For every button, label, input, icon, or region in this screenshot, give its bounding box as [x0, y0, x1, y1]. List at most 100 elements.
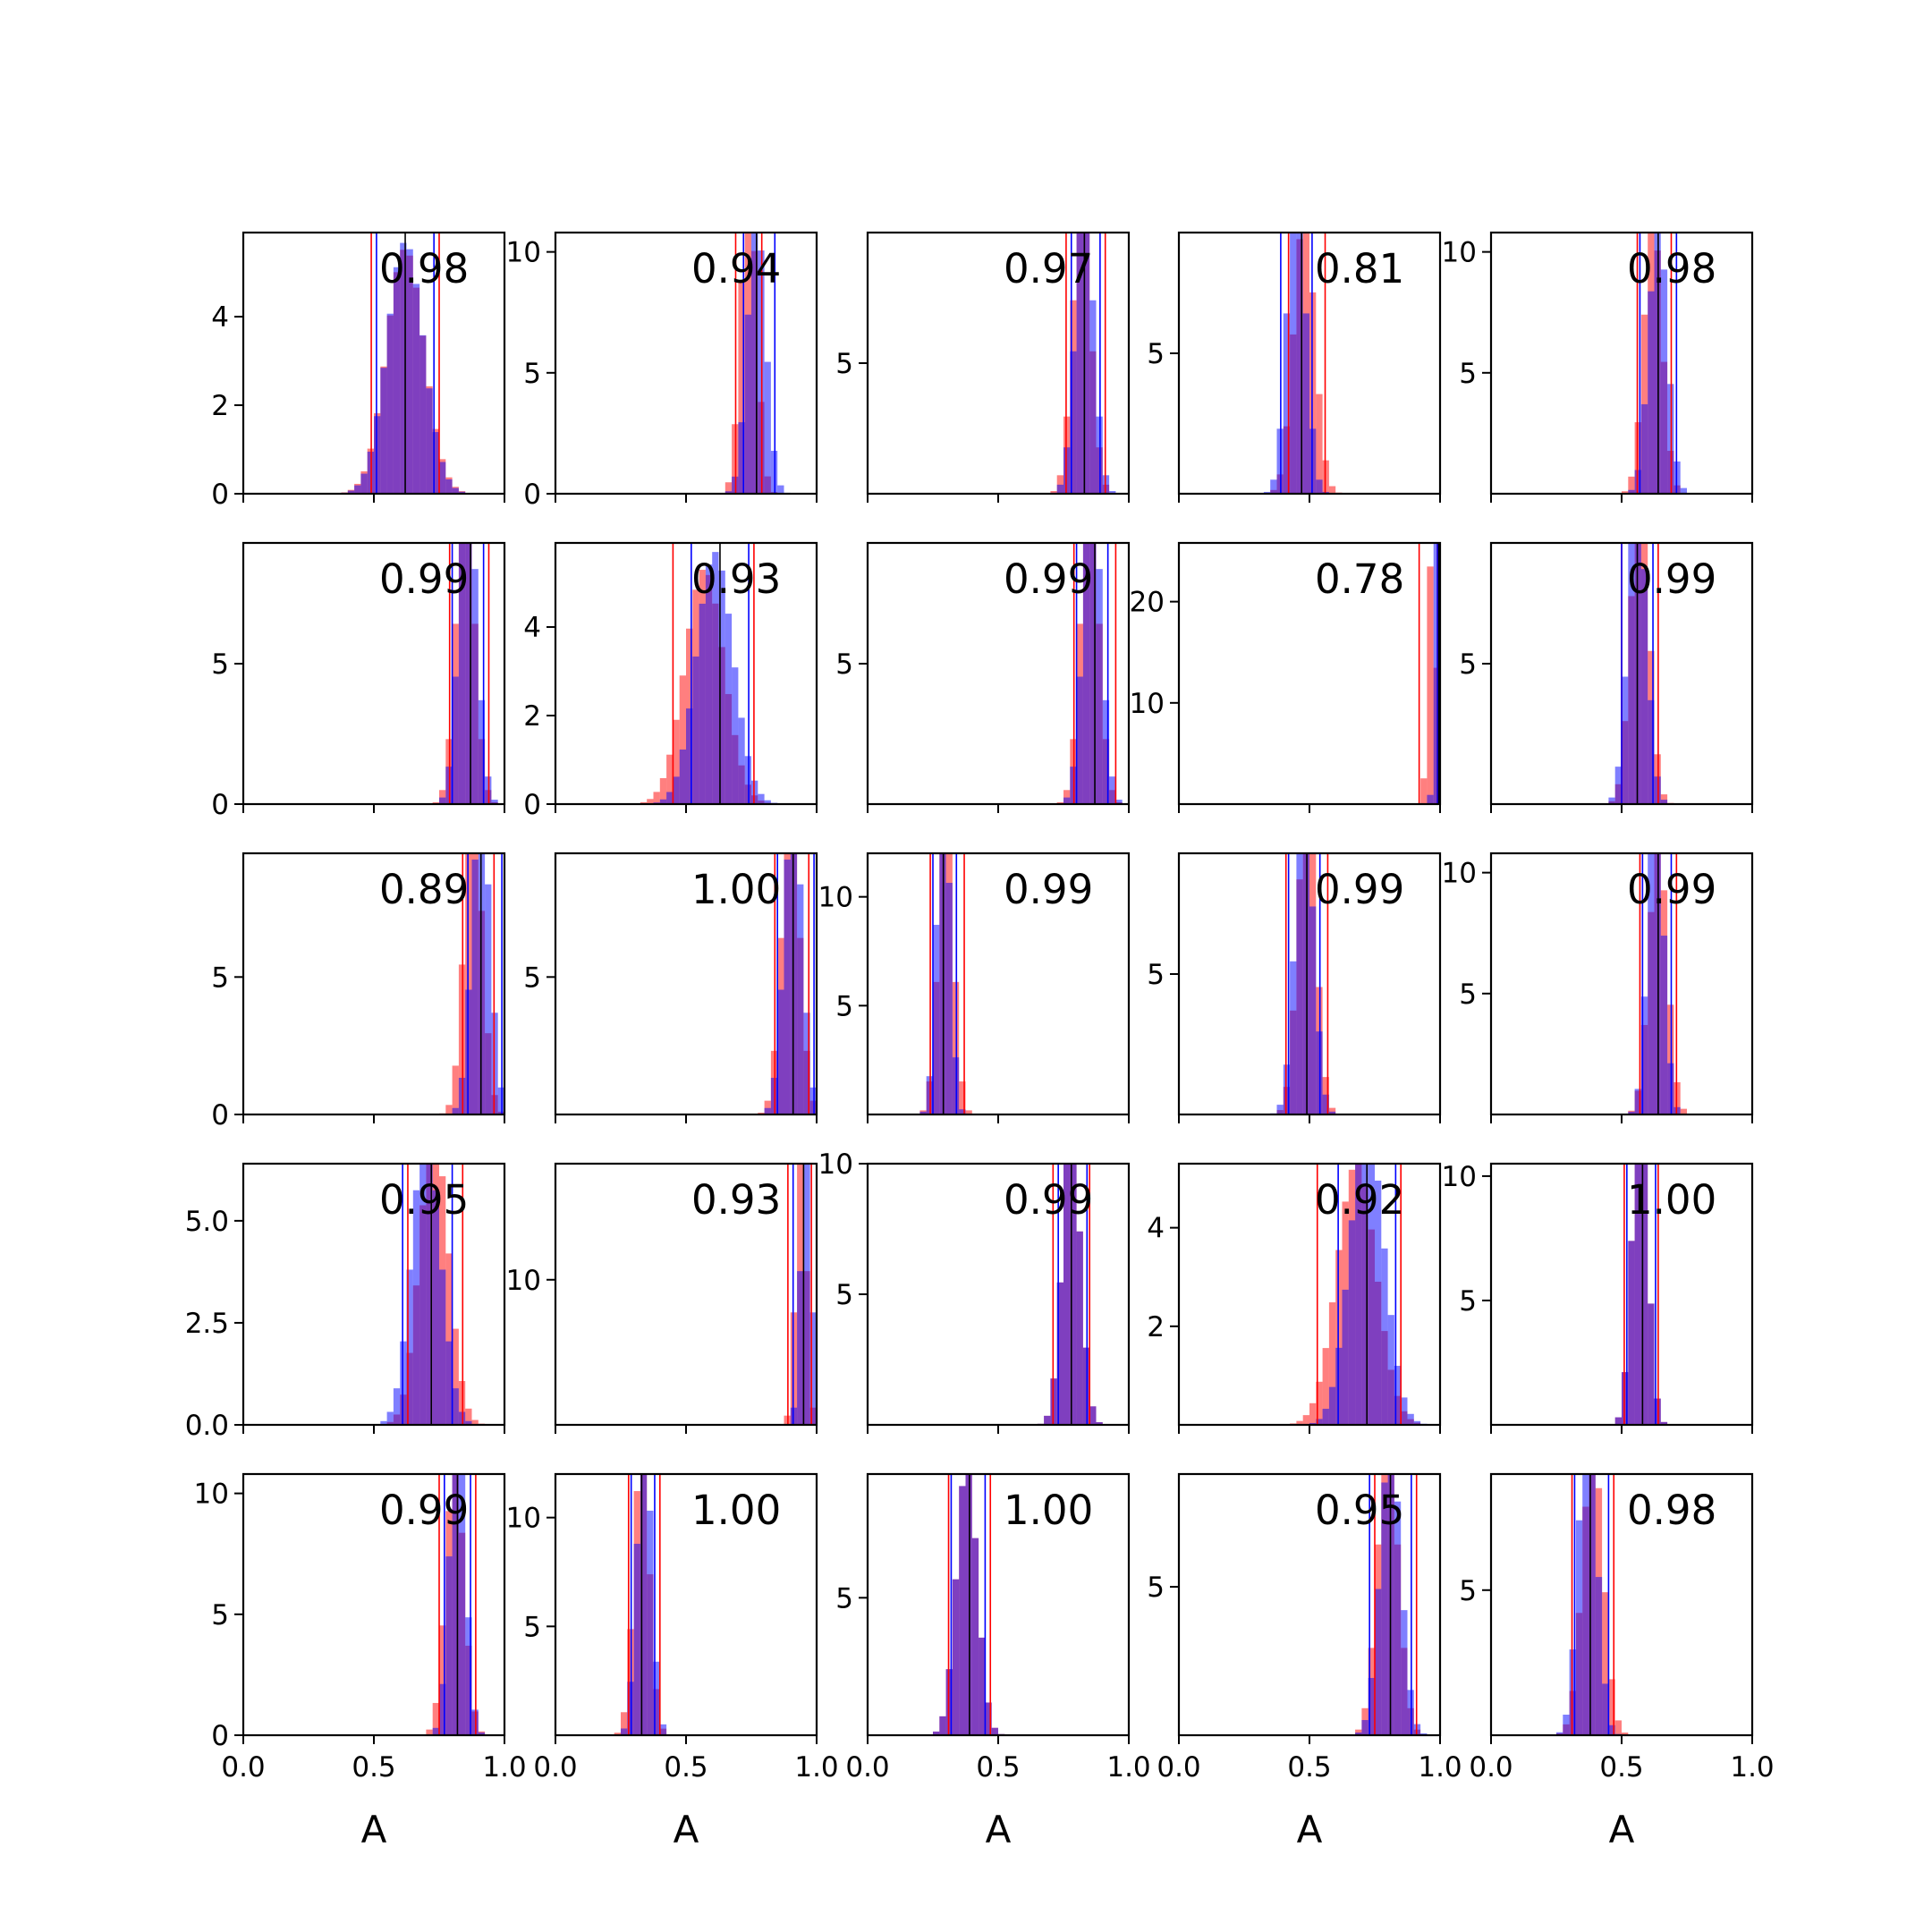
y-tick-label: 4: [211, 301, 229, 334]
blue-hist-bar: [933, 924, 940, 1114]
blue-hist-bar: [432, 1727, 439, 1735]
blue-hist-bar: [991, 1727, 998, 1735]
y-tick-label: 10: [1130, 688, 1165, 720]
red-hist-bar: [647, 799, 654, 804]
x-axis-label: A: [986, 1808, 1012, 1852]
red-hist-bar: [1680, 1108, 1687, 1114]
blue-hist-bar: [686, 708, 693, 804]
red-hist-bar: [1427, 566, 1434, 804]
x-tick-label: 0.0: [533, 1751, 577, 1784]
blue-hist-bar: [979, 1637, 986, 1735]
blue-hist-bar: [1375, 1589, 1382, 1735]
blue-hist-bar: [1375, 1180, 1382, 1425]
y-tick-label: 10: [1442, 1161, 1477, 1193]
blue-hist-bar: [1401, 1610, 1408, 1735]
blue-hist-bar: [465, 1617, 472, 1735]
y-tick-label: 5: [1459, 979, 1477, 1011]
plot-area: [933, 1474, 1005, 1735]
blue-hist-bar: [1082, 233, 1090, 494]
red-hist-bar: [1316, 1381, 1323, 1425]
blue-hist-bar: [1109, 491, 1116, 494]
plot-area: [439, 853, 504, 1114]
blue-hist-bar: [653, 1661, 660, 1735]
blue-hist-bar: [412, 1190, 420, 1425]
blue-hist-bar: [1316, 479, 1323, 494]
blue-hist-bar: [393, 1388, 401, 1425]
blue-hist-bar: [1622, 676, 1629, 804]
blue-hist-bar: [1648, 1303, 1655, 1425]
red-hist-bar: [1640, 314, 1648, 494]
red-hist-bar: [452, 1328, 459, 1425]
blue-hist-bar: [971, 1538, 979, 1735]
blue-hist-bar: [380, 1420, 387, 1425]
red-hist-bar: [621, 1712, 628, 1735]
blue-hist-bar: [471, 860, 479, 1114]
x-axis-label: A: [1609, 1808, 1635, 1852]
plot-area: [341, 233, 472, 494]
blue-hist-bar: [1614, 1417, 1622, 1425]
red-hist-bar: [614, 1733, 621, 1735]
blue-hist-bar: [1608, 1724, 1615, 1735]
blue-hist-bar: [1563, 1715, 1570, 1735]
y-tick-label: 5: [1147, 959, 1165, 991]
blue-hist-bar: [751, 233, 758, 494]
y-tick-label: 0.0: [185, 1410, 229, 1442]
blue-hist-bar: [452, 1474, 459, 1735]
y-tick-label: 0: [211, 479, 229, 511]
blue-hist-bar: [439, 1269, 446, 1425]
blue-hist-bar: [933, 1731, 940, 1735]
red-hist-bar: [445, 1105, 453, 1114]
blue-hist-bar: [452, 1388, 459, 1425]
red-hist-bar: [764, 1100, 771, 1114]
plot-area: [1355, 1474, 1428, 1735]
blue-hist-bar: [1089, 543, 1097, 804]
x-tick-label: 0.5: [352, 1751, 395, 1784]
plot-area: [1263, 233, 1343, 494]
blue-hist-bar: [985, 1702, 992, 1735]
blue-hist-bar: [458, 1474, 466, 1735]
red-hist-bar: [738, 282, 745, 494]
blue-hist-bar: [439, 462, 446, 494]
coverage-annotation: 0.89: [379, 866, 469, 913]
plot-area: [1418, 543, 1440, 804]
coverage-annotation: 0.98: [1627, 1487, 1716, 1534]
plot-area: [614, 1474, 667, 1735]
blue-hist-bar: [458, 491, 466, 494]
coverage-annotation: 0.92: [1315, 1176, 1404, 1224]
blue-hist-bar: [1387, 1315, 1394, 1425]
blue-hist-bar: [1640, 1164, 1648, 1425]
blue-hist-bar: [1082, 543, 1090, 804]
blue-hist-bar: [1368, 1677, 1375, 1735]
blue-hist-bar: [1640, 996, 1648, 1114]
blue-hist-bar: [419, 1164, 427, 1425]
panel-2-2: 0 2 4 0.93: [523, 541, 818, 821]
x-tick-label: 1.0: [1730, 1751, 1774, 1784]
panel-3-5: 5 10 0.99: [1442, 852, 1754, 1123]
blue-hist-bar: [485, 884, 492, 1114]
blue-hist-bar: [777, 485, 784, 494]
blue-hist-bar: [738, 422, 745, 494]
y-tick-label: 5: [1147, 1572, 1165, 1604]
y-tick-label: 5.0: [185, 1206, 229, 1238]
panel-1-2: 0 5 10 0.94: [506, 231, 818, 511]
red-hist-bar: [679, 675, 686, 804]
blue-hist-bar: [1096, 569, 1103, 804]
red-hist-bar: [653, 792, 660, 804]
plot-area: [1050, 233, 1116, 494]
y-tick-label: 2: [211, 390, 229, 422]
y-tick-label: 5: [523, 962, 541, 994]
blue-hist-bar: [1640, 569, 1648, 804]
blue-hist-bar: [1660, 800, 1668, 804]
x-axis-label: A: [1297, 1808, 1323, 1852]
panel-3-2: 51.00: [523, 852, 818, 1123]
red-hist-bar: [959, 1081, 966, 1114]
plot-area: [1628, 853, 1687, 1114]
y-tick-label: 20: [1130, 587, 1165, 619]
coverage-annotation: 0.78: [1315, 555, 1404, 603]
blue-hist-bar: [777, 989, 784, 1114]
blue-hist-bar: [1290, 961, 1297, 1114]
red-hist-bar: [1602, 1592, 1609, 1735]
blue-hist-bar: [1589, 1474, 1596, 1735]
blue-hist-bar: [666, 792, 674, 804]
blue-hist-bar: [803, 1164, 810, 1425]
